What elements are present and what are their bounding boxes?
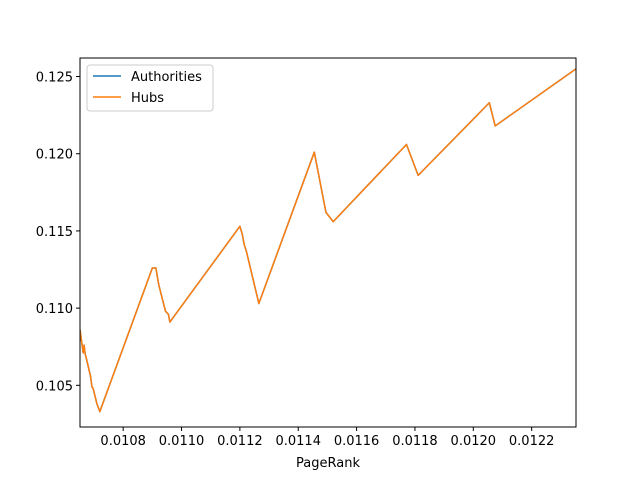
plot-frame (79, 57, 577, 428)
x-tick-label: 0.0114 (275, 434, 321, 449)
legend-label-hubs: Hubs (131, 91, 164, 106)
plot-background (80, 58, 576, 427)
x-tick-label: 0.0108 (100, 434, 146, 449)
y-tick-label: 0.110 (36, 302, 73, 317)
x-tick-label: 0.0118 (392, 434, 438, 449)
y-tick-label: 0.115 (36, 225, 73, 240)
x-tick-label: 0.0120 (451, 434, 497, 449)
y-tick-label: 0.120 (36, 148, 73, 163)
x-tick-label: 0.0122 (509, 434, 555, 449)
x-tick-label: 0.0110 (159, 434, 205, 449)
y-tick-label: 0.105 (36, 379, 73, 394)
legend-label-authorities: Authorities (131, 70, 202, 85)
legend: Authorities Hubs (86, 64, 214, 112)
series-layer (80, 68, 576, 413)
x-axis-ticks: 0.0108 0.0110 0.0112 0.0114 0.0116 0.0118 0.01… (100, 427, 554, 449)
y-axis-ticks: 0.105 0.110 0.115 0.120 0.125 (36, 71, 80, 394)
x-tick-label: 0.0116 (334, 434, 380, 449)
x-axis-label: PageRank (296, 456, 360, 471)
y-tick-label: 0.125 (36, 71, 73, 86)
x-tick-label: 0.0112 (217, 434, 263, 449)
series-line-hubs (80, 68, 576, 413)
